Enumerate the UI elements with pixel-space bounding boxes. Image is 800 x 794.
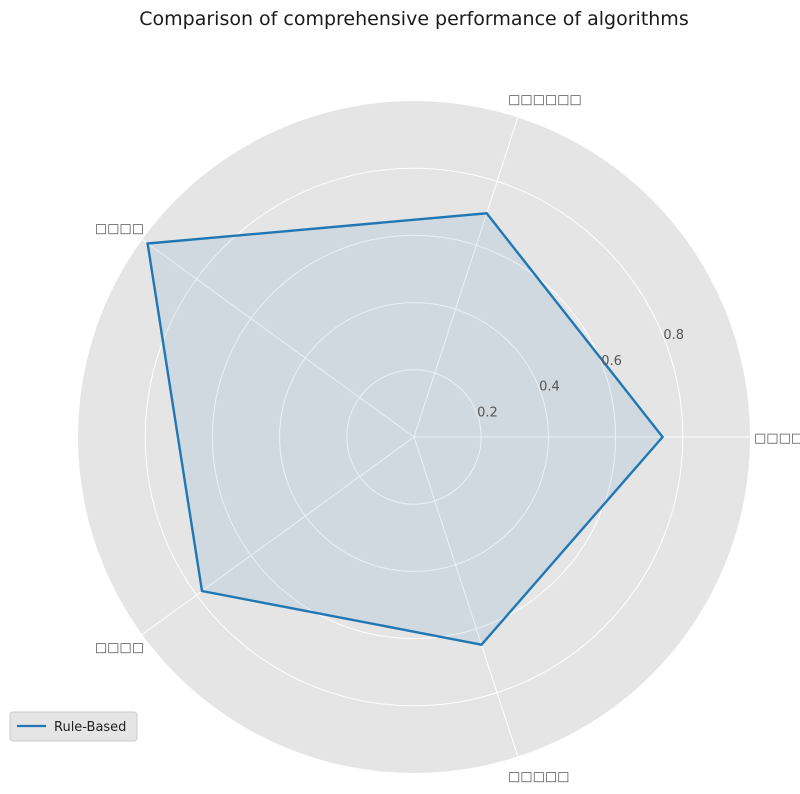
radial-tick-labels: 0.2 0.4 0.6 0.8 — [477, 328, 684, 420]
radial-tick-label: 0.8 — [663, 328, 684, 343]
axis-label: □□□□ — [95, 222, 144, 237]
axis-label: □□□□□ — [508, 770, 569, 785]
grid-spokes — [141, 117, 750, 757]
axis-label: □□□□ — [95, 640, 144, 655]
legend: Rule-Based — [9, 711, 138, 742]
grid-spoke — [413, 436, 519, 757]
grid-spoke — [413, 117, 519, 438]
axis-label: □□□□□ — [754, 431, 800, 446]
legend-label-rule-based: Rule-Based — [54, 720, 126, 735]
series-layer — [146, 212, 665, 647]
axis-labels: □□□□□□□□□□□□□□□□□□□□□□□□ — [95, 92, 800, 784]
grid-spoke — [141, 239, 415, 438]
chart-title: Comparison of comprehensive performance … — [139, 8, 688, 30]
radial-tick-label: 0.6 — [601, 354, 622, 369]
axis-label: □□□□□□ — [508, 92, 582, 107]
grid-spoke — [141, 436, 415, 635]
series-fill — [147, 213, 663, 645]
radial-tick-label: 0.4 — [539, 380, 560, 395]
radial-tick-label: 0.2 — [477, 405, 498, 420]
series-line — [146, 212, 665, 647]
legend-box — [9, 711, 138, 742]
